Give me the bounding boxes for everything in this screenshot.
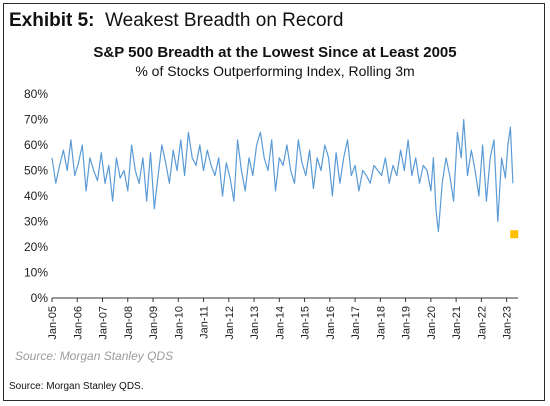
- y-tick-label: 40%: [24, 189, 48, 203]
- x-tick-label: Jan-11: [199, 306, 211, 339]
- x-tick-label: Jan-16: [325, 306, 337, 340]
- x-tick-label: Jan-17: [350, 306, 362, 340]
- chart-watermark: Source: Morgan Stanley QDS: [15, 349, 174, 363]
- x-tick-label: Jan-08: [123, 306, 135, 340]
- y-tick-label: 50%: [24, 164, 48, 178]
- x-tick-label: Jan-19: [401, 306, 413, 340]
- y-tick-label: 0%: [31, 291, 49, 305]
- exhibit-frame: [3, 3, 545, 401]
- x-tick-label: Jan-15: [300, 306, 312, 340]
- source-note: Source: Morgan Stanley QDS.: [9, 381, 144, 392]
- x-tick-label: Jan-07: [98, 306, 110, 340]
- y-tick-label: 30%: [24, 215, 48, 229]
- x-tick-label: Jan-05: [47, 306, 59, 340]
- x-tick-label: Jan-13: [249, 306, 261, 340]
- chart-title: S&P 500 Breadth at the Lowest Since at L…: [93, 44, 457, 61]
- x-tick-label: Jan-10: [173, 306, 185, 340]
- exhibit-title: Weakest Breadth on Record: [105, 10, 344, 31]
- x-tick-label: Jan-21: [451, 306, 463, 340]
- y-tick-label: 20%: [24, 240, 48, 254]
- y-tick-label: 60%: [24, 138, 48, 152]
- x-tick-label: Jan-12: [224, 306, 236, 340]
- exhibit-label: Exhibit 5:: [9, 10, 95, 31]
- exhibit-heading: Exhibit 5: Weakest Breadth on Record: [9, 10, 343, 32]
- x-tick-label: Jan-09: [148, 306, 160, 340]
- y-tick-label: 10%: [24, 266, 48, 280]
- x-tick-label: Jan-23: [502, 306, 514, 340]
- breadth-series-line: [51, 118, 514, 233]
- latest-value-marker: [510, 230, 519, 239]
- x-tick-label: Jan-20: [426, 306, 438, 340]
- x-tick-label: Jan-14: [274, 306, 286, 340]
- x-tick-label: Jan-18: [375, 306, 387, 340]
- x-tick-label: Jan-06: [72, 306, 84, 340]
- y-tick-label: 70%: [24, 113, 48, 127]
- chart-subtitle: % of Stocks Outperforming Index, Rolling…: [135, 63, 415, 79]
- y-tick-label: 80%: [24, 87, 48, 101]
- x-tick-label: Jan-22: [476, 306, 488, 340]
